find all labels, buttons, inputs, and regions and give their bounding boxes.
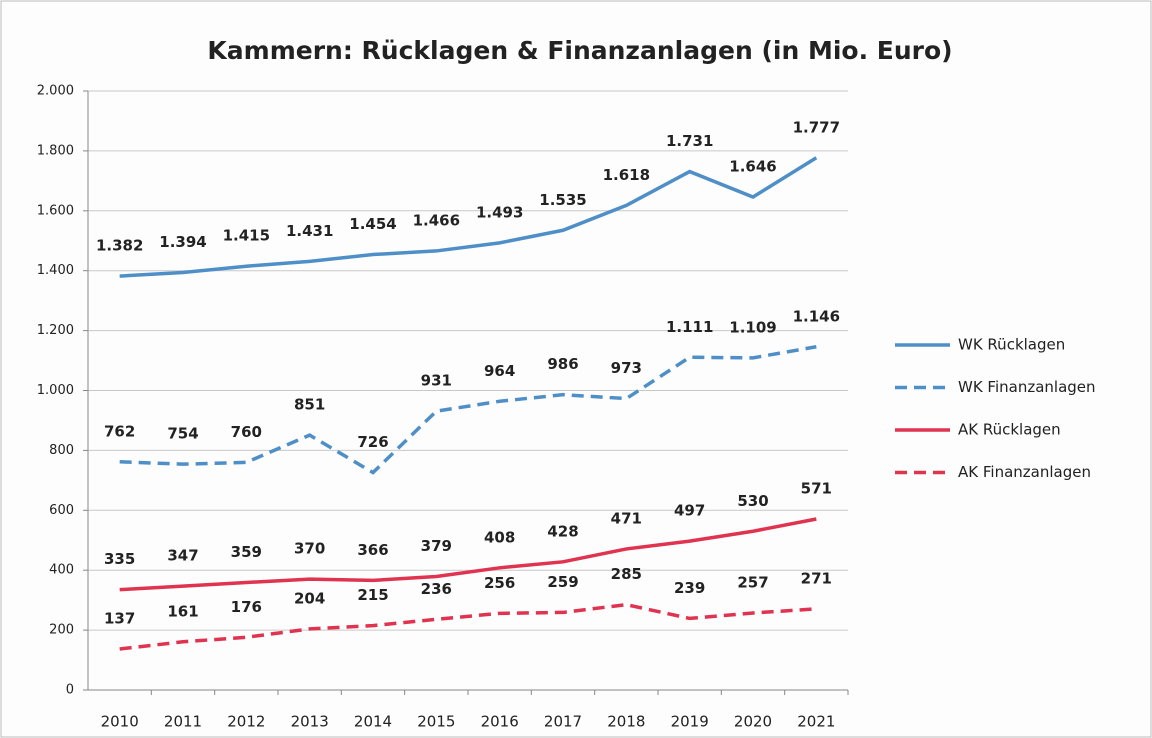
y-tick-label: 2.000	[37, 84, 74, 99]
data-label: 370	[294, 540, 325, 558]
data-label: 851	[294, 396, 325, 414]
series-line	[119, 602, 817, 651]
data-label: 1.777	[793, 118, 840, 136]
legend-label: AK Finanzanlagen	[958, 463, 1091, 481]
data-label: 726	[357, 433, 388, 451]
data-label: 335	[104, 550, 135, 568]
data-label: 1.111	[666, 318, 713, 336]
x-tick-label: 2017	[544, 713, 582, 731]
data-label: 259	[547, 573, 578, 591]
legend-label: WK Finanzanlagen	[958, 378, 1096, 396]
series-line	[119, 156, 818, 278]
data-label: 986	[547, 355, 578, 373]
data-label: 1.454	[349, 215, 396, 233]
data-label: 571	[801, 479, 832, 497]
data-label: 1.394	[159, 233, 206, 251]
x-tick-label: 2013	[291, 713, 329, 731]
x-tick-label: 2021	[797, 713, 835, 731]
data-label: 236	[421, 580, 452, 598]
data-label: 1.618	[603, 166, 650, 184]
data-label: 1.493	[476, 203, 523, 221]
y-tick-label: 800	[49, 443, 74, 458]
y-tick-label: 1.800	[37, 143, 74, 158]
data-label: 973	[611, 359, 642, 377]
data-label: 1.731	[666, 132, 713, 150]
data-label: 204	[294, 589, 325, 607]
data-label: 754	[167, 425, 198, 443]
data-label: 408	[484, 528, 515, 546]
x-tick-label: 2014	[354, 713, 392, 731]
data-label: 285	[611, 565, 642, 583]
y-tick-label: 400	[49, 563, 74, 578]
chart-title: Kammern: Rücklagen & Finanzanlagen (in M…	[207, 36, 952, 65]
data-label: 1.431	[286, 222, 333, 240]
data-label: 428	[547, 522, 578, 540]
data-label: 359	[231, 543, 262, 561]
series-line	[119, 345, 817, 475]
series-line	[119, 517, 817, 592]
data-label: 347	[167, 547, 198, 565]
data-label: 256	[484, 574, 515, 592]
y-tick-label: 200	[49, 623, 74, 638]
data-label: 257	[737, 574, 768, 592]
y-tick-label: 0	[66, 683, 74, 698]
x-tick-label: 2012	[227, 713, 265, 731]
data-label: 1.535	[539, 191, 586, 209]
data-label: 215	[357, 586, 388, 604]
data-label: 1.109	[729, 318, 776, 336]
data-label: 1.146	[793, 307, 840, 325]
x-tick-label: 2020	[734, 713, 772, 731]
data-label: 530	[737, 492, 768, 510]
y-tick-label: 600	[49, 503, 74, 518]
legend-label: AK Rücklagen	[958, 421, 1061, 439]
data-label: 1.466	[413, 211, 460, 229]
data-label: 760	[231, 423, 262, 441]
legend-label: WK Rücklagen	[958, 336, 1065, 354]
data-label: 1.382	[96, 237, 143, 255]
x-tick-label: 2019	[671, 713, 709, 731]
data-label: 379	[421, 537, 452, 555]
data-label: 271	[801, 569, 832, 587]
x-tick-label: 2010	[101, 713, 139, 731]
data-label: 471	[611, 509, 642, 527]
x-tick-label: 2011	[164, 713, 202, 731]
data-label: 366	[357, 541, 388, 559]
x-tick-label: 2015	[417, 713, 455, 731]
y-tick-label: 1.000	[37, 383, 74, 398]
x-tick-label: 2018	[607, 713, 645, 731]
x-tick-label: 2016	[481, 713, 519, 731]
data-label: 1.646	[729, 158, 776, 176]
data-label: 497	[674, 502, 705, 520]
data-label: 964	[484, 362, 515, 380]
data-label: 137	[104, 609, 135, 627]
data-label: 239	[674, 579, 705, 597]
y-tick-label: 1.200	[37, 323, 74, 338]
data-label: 176	[231, 598, 262, 616]
y-tick-label: 1.600	[37, 203, 74, 218]
y-tick-label: 1.400	[37, 263, 74, 278]
data-label: 931	[421, 372, 452, 390]
data-label: 161	[167, 602, 198, 620]
data-label: 1.415	[223, 227, 270, 245]
data-label: 762	[104, 422, 135, 440]
